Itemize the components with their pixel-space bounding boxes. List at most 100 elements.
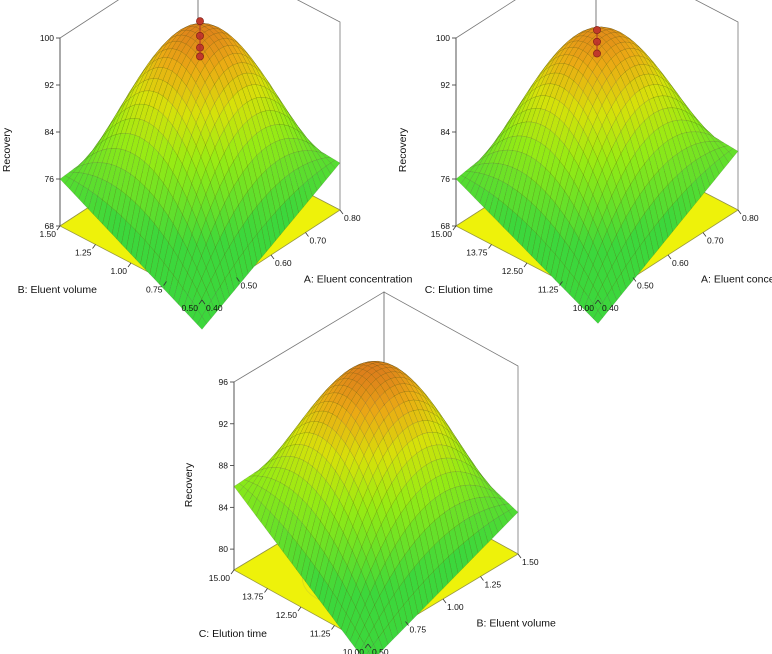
x-tick-mark — [737, 209, 742, 215]
x-tick-label: 1.00 — [447, 602, 464, 612]
surface-cell — [368, 644, 378, 654]
surface-plot-1: 68 76 84 92 100 Recovery 0.40 0.50 0.60 0.70 0.80 0… — [1, 0, 413, 330]
z-tick-label: 92 — [441, 80, 451, 90]
z-tick-label: 96 — [219, 377, 229, 387]
x-tick-label: 0.50 — [241, 281, 258, 291]
y-tick-mark — [452, 225, 457, 231]
x-tick-label: 0.50 — [637, 281, 654, 291]
x-tick-mark — [480, 576, 484, 581]
x-tick-mark — [367, 643, 372, 649]
y-axis-title: B: Eluent volume — [18, 284, 98, 296]
y-tick-label: 10.00 — [343, 647, 365, 654]
y-tick-label: 0.75 — [146, 285, 163, 295]
x-tick-label: 1.50 — [522, 557, 539, 567]
x-tick-label: 0.80 — [344, 213, 361, 223]
x-tick-mark — [270, 254, 275, 260]
x-tick-mark — [405, 621, 409, 626]
y-tick-label: 12.50 — [502, 266, 524, 276]
surface-plot-3: 80 84 88 92 96 Recovery 0.50 0.75 1.00 1.25 1.50 10… — [183, 291, 557, 654]
z-axis-title: Recovery — [1, 127, 13, 172]
y-tick-mark — [364, 643, 369, 649]
x-tick-label: 0.70 — [707, 236, 724, 246]
z-tick-label: 92 — [45, 80, 55, 90]
y-tick-label: 11.25 — [310, 629, 331, 639]
surface-cell — [197, 316, 207, 330]
response-surface — [59, 23, 341, 330]
design-point — [593, 26, 601, 34]
x-axis-title: A: Eluent concentration — [304, 274, 413, 286]
x-tick-label: 0.50 — [372, 647, 389, 654]
response-surface — [455, 26, 739, 324]
y-tick-mark — [127, 262, 132, 268]
y-tick-label: 12.50 — [276, 610, 298, 620]
x-tick-mark — [236, 277, 240, 282]
y-tick-label: 13.75 — [242, 592, 264, 602]
design-point — [196, 52, 204, 61]
surface-cell — [366, 651, 370, 654]
z-tick-label: 76 — [45, 174, 55, 184]
y-tick-mark — [163, 281, 167, 286]
y-tick-mark — [594, 299, 599, 305]
y-tick-label: 1.25 — [75, 248, 92, 258]
z-tick-label: 68 — [45, 221, 55, 231]
y-axis-title: C: Elution time — [199, 628, 267, 640]
x-tick-mark — [442, 598, 447, 604]
y-tick-mark — [559, 281, 563, 286]
z-tick-label: 88 — [219, 461, 229, 471]
x-tick-label: 0.60 — [275, 258, 292, 268]
y-tick-mark — [198, 299, 203, 305]
y-tick-mark — [331, 625, 335, 630]
z-tick-label: 84 — [219, 502, 229, 512]
y-tick-label: 15.00 — [209, 573, 231, 583]
y-tick-label: 1.00 — [110, 266, 127, 276]
x-tick-mark — [632, 277, 637, 282]
z-tick-label: 92 — [219, 419, 229, 429]
x-axis-title: B: Eluent volume — [477, 618, 557, 630]
z-tick-label: 68 — [441, 221, 451, 231]
z-axis-title: Recovery — [183, 462, 195, 507]
x-tick-mark — [305, 232, 309, 237]
y-tick-label: 1.50 — [39, 229, 56, 239]
z-tick-label: 84 — [441, 127, 451, 137]
x-tick-label: 0.75 — [410, 625, 427, 635]
x-tick-label: 0.40 — [206, 303, 223, 313]
z-tick-label: 84 — [45, 127, 55, 137]
y-tick-mark — [297, 606, 302, 612]
y-tick-mark — [92, 244, 96, 249]
y-tick-mark — [523, 262, 528, 268]
x-tick-mark — [597, 299, 602, 305]
z-tick-label: 80 — [219, 544, 229, 554]
y-tick-mark — [56, 225, 61, 231]
surface-plot-2: 68 76 84 92 100 Recovery 0.40 0.50 0.60 0.70 0.80 1… — [397, 0, 772, 324]
z-tick-label: 76 — [441, 174, 451, 184]
z-tick-label: 100 — [40, 33, 54, 43]
y-tick-mark — [230, 569, 235, 575]
y-tick-label: 0.50 — [181, 303, 198, 313]
y-tick-mark — [488, 244, 492, 249]
x-tick-mark — [339, 209, 344, 215]
x-tick-label: 1.25 — [485, 580, 502, 590]
x-tick-label: 0.70 — [310, 236, 327, 246]
x-axis-title: A: Eluent concentration — [701, 274, 772, 286]
y-tick-label: 15.00 — [431, 229, 453, 239]
x-tick-mark — [517, 553, 522, 559]
design-point — [593, 49, 601, 58]
y-tick-label: 10.00 — [573, 303, 595, 313]
x-tick-mark — [702, 232, 707, 237]
response-surface — [233, 361, 519, 654]
z-tick-label: 100 — [436, 33, 450, 43]
y-tick-mark — [264, 588, 268, 593]
x-tick-label: 0.80 — [742, 213, 759, 223]
x-tick-mark — [201, 299, 206, 305]
surface-cell — [358, 643, 369, 654]
y-axis-title: C: Elution time — [425, 284, 493, 296]
x-tick-mark — [667, 254, 672, 260]
y-tick-label: 13.75 — [466, 248, 488, 258]
y-tick-label: 11.25 — [538, 285, 559, 295]
x-tick-label: 0.60 — [672, 258, 689, 268]
design-point — [196, 17, 204, 26]
surface-cell — [593, 310, 603, 324]
z-axis-title: Recovery — [397, 127, 409, 172]
x-tick-label: 0.40 — [602, 303, 619, 313]
